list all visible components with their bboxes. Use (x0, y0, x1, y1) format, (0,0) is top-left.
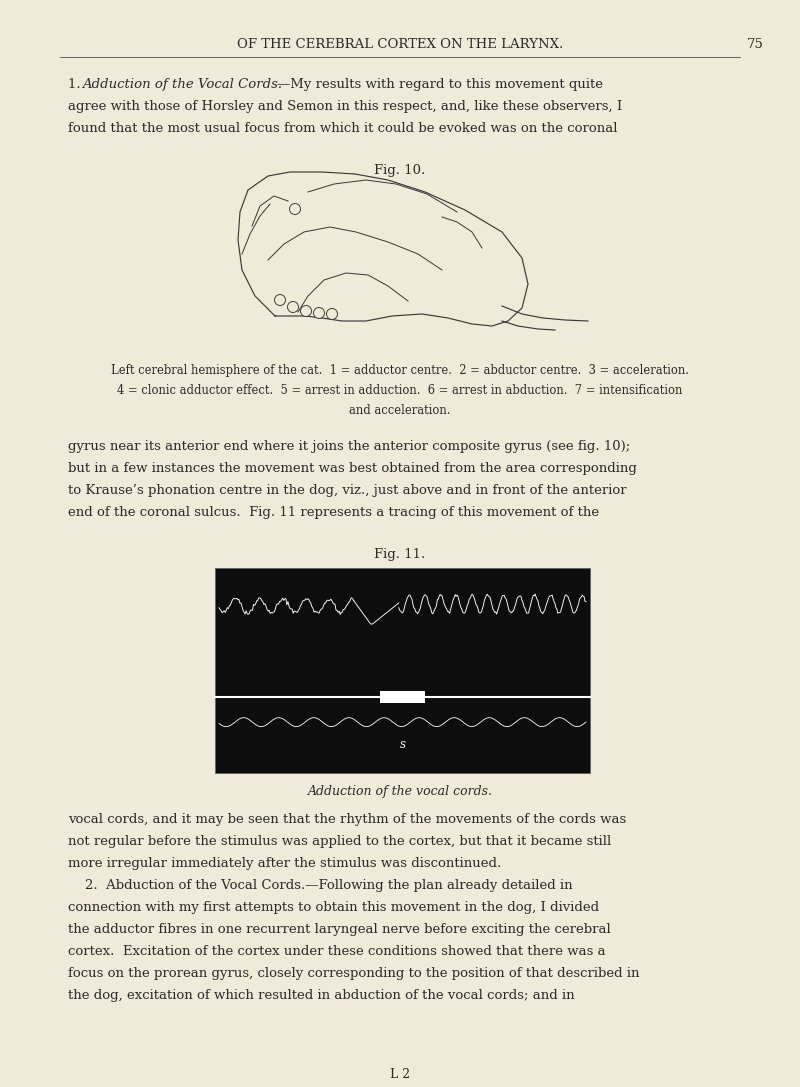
Text: 1.: 1. (68, 78, 89, 91)
Text: Fig. 10.: Fig. 10. (374, 164, 426, 177)
Text: vocal cords, and it may be seen that the rhythm of the movements of the cords wa: vocal cords, and it may be seen that the… (68, 813, 626, 826)
Text: and acceleration.: and acceleration. (350, 404, 450, 417)
Circle shape (326, 309, 338, 320)
Text: L 2: L 2 (390, 1069, 410, 1080)
Text: found that the most usual focus from which it could be evoked was on the coronal: found that the most usual focus from whi… (68, 122, 618, 135)
Circle shape (287, 301, 298, 312)
Text: to Krause’s phonation centre in the dog, viz., just above and in front of the an: to Krause’s phonation centre in the dog,… (68, 484, 626, 497)
Circle shape (290, 203, 301, 214)
FancyBboxPatch shape (380, 691, 425, 703)
Text: cortex.  Excitation of the cortex under these conditions showed that there was a: cortex. Excitation of the cortex under t… (68, 945, 606, 958)
Text: Adduction of the vocal cords.: Adduction of the vocal cords. (307, 785, 493, 798)
Circle shape (314, 308, 325, 318)
Text: the adductor fibres in one recurrent laryngeal nerve before exciting the cerebra: the adductor fibres in one recurrent lar… (68, 923, 610, 936)
Text: connection with my first attempts to obtain this movement in the dog, I divided: connection with my first attempts to obt… (68, 901, 599, 914)
Text: 75: 75 (746, 38, 763, 51)
FancyBboxPatch shape (215, 569, 590, 773)
Text: OF THE CEREBRAL CORTEX ON THE LARYNX.: OF THE CEREBRAL CORTEX ON THE LARYNX. (237, 38, 563, 51)
Circle shape (301, 305, 311, 316)
Text: end of the coronal sulcus.  Fig. 11 represents a tracing of this movement of the: end of the coronal sulcus. Fig. 11 repre… (68, 507, 599, 518)
Text: gyrus near its anterior end where it joins the anterior composite gyrus (see fig: gyrus near its anterior end where it joi… (68, 440, 630, 453)
Text: 4 = clonic adductor effect.  5 = arrest in adduction.  6 = arrest in abduction. : 4 = clonic adductor effect. 5 = arrest i… (118, 384, 682, 397)
Text: Left cerebral hemisphere of the cat.  1 = adductor centre.  2 = abductor centre.: Left cerebral hemisphere of the cat. 1 =… (111, 364, 689, 377)
Circle shape (274, 295, 286, 305)
Text: focus on the prorean gyrus, closely corresponding to the position of that descri: focus on the prorean gyrus, closely corr… (68, 967, 639, 980)
Text: Adduction of the Vocal Cords.: Adduction of the Vocal Cords. (82, 78, 282, 91)
Text: —My results with regard to this movement quite: —My results with regard to this movement… (277, 78, 603, 91)
Text: Fig. 11.: Fig. 11. (374, 548, 426, 561)
Text: not regular before the stimulus was applied to the cortex, but that it became st: not regular before the stimulus was appl… (68, 835, 611, 848)
Text: agree with those of Horsley and Semon in this respect, and, like these observers: agree with those of Horsley and Semon in… (68, 100, 622, 113)
Text: s: s (399, 738, 406, 751)
Text: 2.  Abduction of the Vocal Cords.—Following the plan already detailed in: 2. Abduction of the Vocal Cords.—Followi… (68, 879, 573, 892)
Text: but in a few instances the movement was best obtained from the area correspondin: but in a few instances the movement was … (68, 462, 637, 475)
Text: more irregular immediately after the stimulus was discontinued.: more irregular immediately after the sti… (68, 857, 502, 870)
Text: the dog, excitation of which resulted in abduction of the vocal cords; and in: the dog, excitation of which resulted in… (68, 989, 574, 1002)
Polygon shape (238, 172, 528, 326)
